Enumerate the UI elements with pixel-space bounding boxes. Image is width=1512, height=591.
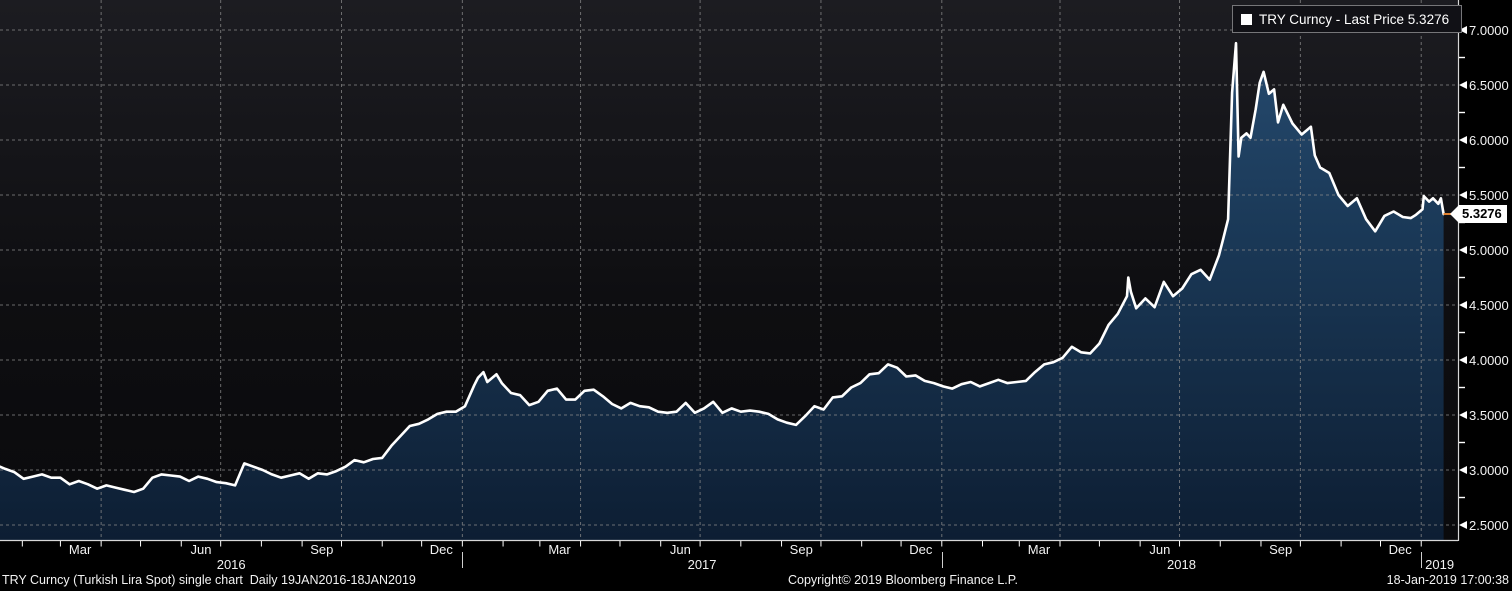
- y-axis-label: 6.0000: [1469, 132, 1509, 148]
- axes: [0, 0, 1460, 542]
- last-price-value: 5.3276: [1459, 205, 1507, 223]
- year-separator: [462, 552, 464, 568]
- legend-label: TRY Curncy - Last Price 5.3276: [1259, 11, 1450, 27]
- y-axis-label: 4.5000: [1469, 297, 1509, 313]
- legend[interactable]: TRY Curncy - Last Price 5.3276: [1232, 5, 1462, 33]
- y-axis-label: 3.5000: [1469, 407, 1509, 423]
- x-axis-year-label: 2018: [1167, 557, 1196, 572]
- chart-description: TRY Curncy (Turkish Lira Spot) single ch…: [2, 573, 416, 587]
- series-swatch-icon: [1241, 13, 1252, 25]
- year-separator: [1421, 552, 1423, 568]
- x-axis-year-label: 2016: [216, 557, 246, 572]
- area-fill: [0, 43, 1444, 540]
- x-axis-month-label: Jun: [669, 542, 691, 557]
- y-axis-label: 7.0000: [1469, 22, 1509, 38]
- y-axis-ticks: [1459, 26, 1467, 529]
- x-axis-month-label: Sep: [789, 542, 813, 557]
- x-axis-month-label: Sep: [1269, 542, 1293, 557]
- year-separator: [941, 552, 943, 568]
- x-axis-month-label: Mar: [68, 542, 92, 557]
- y-axis-label: 4.0000: [1469, 352, 1509, 368]
- y-axis-label: 6.5000: [1469, 77, 1509, 93]
- x-axis-month-label: Jun: [190, 542, 212, 557]
- x-axis-month-label: Jun: [1149, 542, 1171, 557]
- copyright-notice: Copyright© 2019 Bloomberg Finance L.P.: [788, 573, 1018, 587]
- gridlines: [0, 0, 1458, 540]
- x-axis-ticks: [21, 541, 1422, 547]
- x-axis-month-label: Sep: [310, 542, 334, 557]
- y-axis-label: 5.5000: [1469, 187, 1509, 203]
- x-axis-month-label: Dec: [1388, 542, 1412, 557]
- x-axis-month-label: Dec: [909, 542, 933, 557]
- timestamp: 18-Jan-2019 17:00:38: [1386, 573, 1509, 587]
- x-axis-month-label: Dec: [429, 542, 453, 557]
- last-price-tag[interactable]: 5.3276: [1450, 205, 1507, 223]
- x-axis-year-label: 2019: [1425, 557, 1455, 572]
- y-axis-label: 3.0000: [1469, 462, 1509, 478]
- y-axis-label: 5.0000: [1469, 242, 1509, 258]
- x-axis-year-label: 2017: [687, 557, 717, 572]
- y-axis-label: 2.5000: [1469, 517, 1509, 533]
- price-line: [0, 41, 1445, 494]
- price-tag-pointer-icon: [1450, 205, 1459, 223]
- x-axis-month-label: Mar: [548, 542, 571, 557]
- x-axis-month-label: Mar: [1027, 542, 1051, 557]
